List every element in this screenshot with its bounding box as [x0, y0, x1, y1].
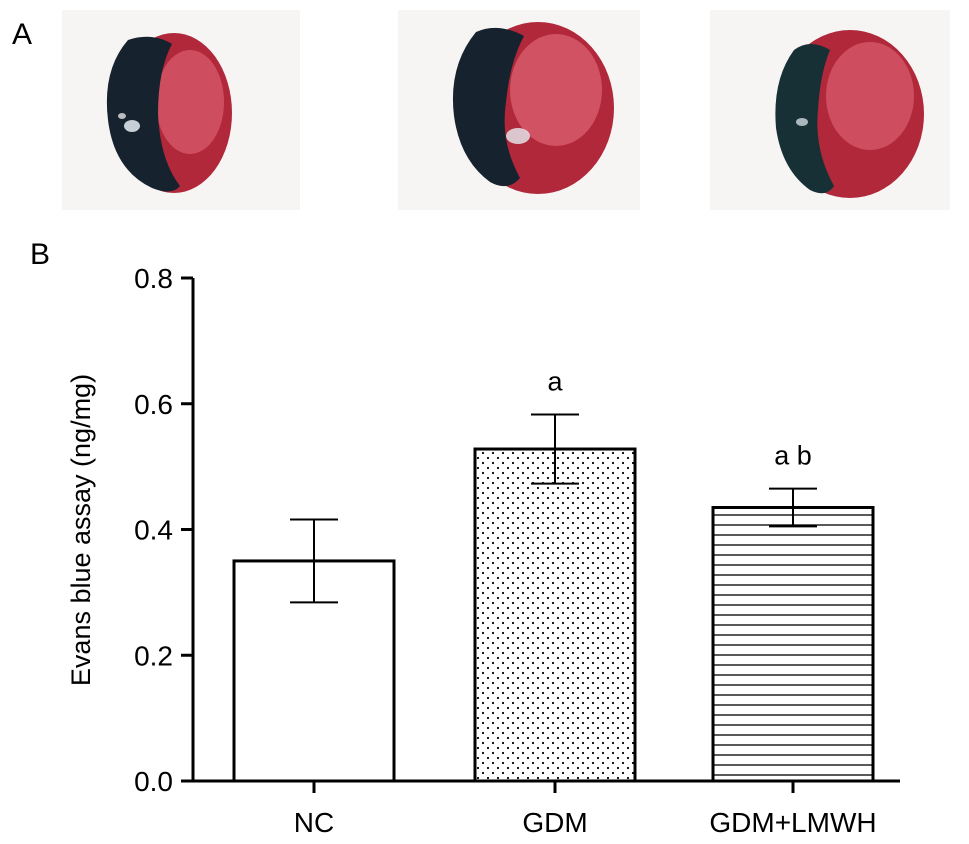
panel-b-label: B — [30, 238, 51, 271]
x-tick-label-nc: NC — [294, 807, 334, 838]
y-tick-label: 0.8 — [134, 263, 173, 294]
bar-gdm-lmwh — [711, 505, 875, 783]
heart-photo-gdm — [398, 10, 640, 210]
y-tick-label: 0.2 — [134, 640, 173, 671]
x-tick-label-gdm-lmwh: GDM+LMWH — [709, 807, 876, 838]
x-tick-label-gdm: GDM — [522, 807, 587, 838]
y-tick-label: 0.6 — [134, 389, 173, 420]
bars: a a b — [232, 366, 875, 783]
significance-label-gdm: a — [547, 366, 563, 396]
significance-label-gdm-lmwh: a b — [774, 441, 812, 471]
panel-a-label: A — [12, 18, 33, 51]
y-tick-label: 0.0 — [134, 766, 173, 797]
y-axis-label: Evans blue assay (ng/mg) — [66, 374, 96, 686]
y-tick-label: 0.4 — [134, 515, 173, 546]
heart-photo-nc — [62, 10, 300, 210]
bar-gdm — [473, 447, 637, 783]
heart-photo-gdm-lmwh — [710, 10, 950, 210]
